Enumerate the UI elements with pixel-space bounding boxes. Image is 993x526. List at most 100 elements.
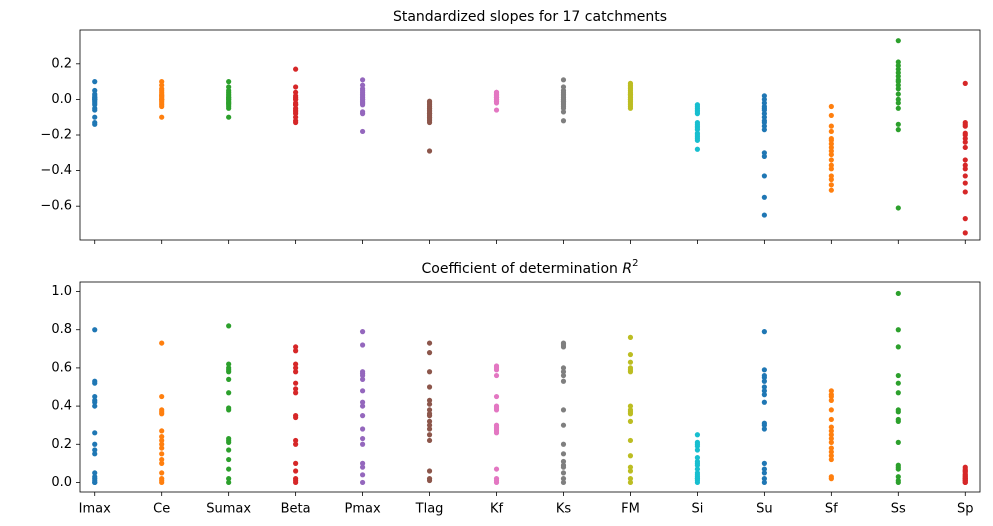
point	[895, 91, 901, 97]
point	[359, 82, 366, 88]
point	[761, 470, 767, 476]
point	[560, 109, 567, 115]
point	[761, 399, 767, 405]
point	[560, 84, 567, 90]
point	[359, 329, 366, 335]
point	[895, 390, 901, 396]
point	[359, 460, 366, 466]
point	[293, 369, 299, 375]
point	[962, 162, 968, 168]
point	[761, 111, 767, 117]
point	[962, 189, 968, 195]
point	[828, 407, 834, 413]
point	[359, 128, 366, 135]
point	[493, 365, 500, 371]
point	[694, 472, 701, 478]
point	[627, 102, 634, 108]
point	[359, 441, 366, 447]
point	[694, 127, 701, 133]
point	[761, 329, 767, 335]
point	[694, 137, 701, 143]
point	[895, 380, 901, 386]
point	[895, 479, 901, 486]
title-superscript: 2	[632, 258, 638, 269]
point	[895, 290, 901, 297]
point	[895, 105, 901, 111]
point	[828, 166, 834, 172]
point	[293, 460, 299, 466]
point	[159, 460, 165, 466]
point	[426, 468, 433, 474]
point	[226, 376, 232, 382]
point	[828, 182, 834, 188]
point	[895, 439, 901, 445]
point	[627, 82, 634, 88]
point	[828, 103, 834, 110]
point	[493, 405, 500, 411]
point	[560, 407, 567, 413]
point	[359, 342, 366, 348]
point	[895, 344, 901, 350]
point	[627, 464, 634, 470]
point	[159, 103, 165, 110]
point	[159, 79, 165, 85]
point	[895, 62, 901, 69]
y-tick-label: 0.8	[51, 322, 72, 337]
point	[560, 365, 567, 371]
point	[560, 103, 567, 110]
point	[293, 111, 299, 117]
title-text: Coefficient of determination	[422, 261, 618, 277]
point	[426, 350, 433, 356]
point	[627, 86, 634, 92]
point	[560, 378, 567, 384]
point	[92, 399, 98, 405]
x-tick-label: Ce	[153, 502, 170, 517]
point	[761, 119, 767, 126]
point	[426, 111, 433, 117]
point	[359, 388, 366, 394]
point	[694, 103, 701, 110]
point	[92, 327, 98, 333]
point	[560, 96, 567, 103]
point	[226, 367, 232, 373]
point	[560, 342, 567, 348]
point	[493, 93, 500, 99]
point	[92, 114, 98, 120]
point	[560, 464, 567, 470]
point	[293, 390, 299, 396]
point	[694, 111, 701, 117]
point	[627, 105, 634, 111]
point	[92, 403, 98, 409]
point	[627, 91, 634, 97]
point	[828, 424, 834, 430]
point	[895, 474, 901, 480]
point	[426, 437, 433, 444]
point	[627, 418, 634, 424]
point	[694, 476, 701, 482]
point	[159, 114, 165, 120]
point	[426, 397, 433, 403]
point	[293, 344, 299, 350]
point	[359, 426, 366, 432]
point	[293, 414, 299, 421]
point	[962, 144, 968, 151]
point	[293, 119, 299, 126]
point	[560, 470, 567, 476]
point	[92, 107, 98, 113]
point	[226, 456, 232, 463]
point	[159, 470, 165, 476]
y-tick-label: 0.2	[51, 56, 72, 71]
x-tick-label: Ks	[556, 502, 572, 517]
point	[92, 121, 98, 127]
x-tick-label: Kf	[490, 502, 504, 517]
x-tick-label: Sp	[957, 502, 974, 517]
point	[426, 407, 433, 413]
x-tick-label: Sumax	[206, 502, 251, 517]
point	[560, 458, 567, 465]
point	[493, 477, 500, 484]
point	[828, 123, 834, 129]
point	[627, 367, 634, 373]
point	[694, 107, 701, 113]
point	[226, 84, 232, 90]
